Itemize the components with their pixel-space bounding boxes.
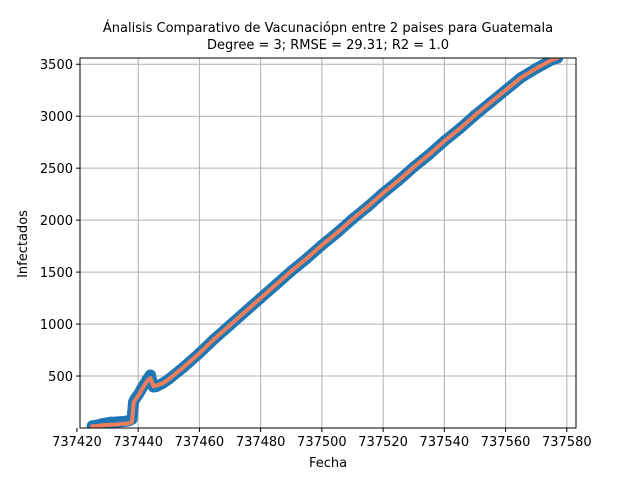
y-tick-label: 2500	[40, 162, 73, 177]
plot-frame	[79, 57, 577, 429]
x-tick-label: 737500	[297, 435, 347, 450]
x-tick-label: 737520	[358, 435, 408, 450]
x-tick-label: 737560	[481, 435, 531, 450]
x-tick-label: 737580	[542, 435, 592, 450]
grid-lines	[80, 58, 576, 428]
chart-subtitle: Degree = 3; RMSE = 29.31; R2 = 1.0	[207, 38, 449, 53]
axis-ticks: 737420 737440 737460 737480 737500 737520 7375…	[40, 58, 592, 450]
fitted-series-line	[90, 58, 560, 428]
x-tick-label: 737420	[52, 435, 102, 450]
y-tick-label: 1000	[40, 318, 73, 333]
x-tick-label: 737460	[175, 435, 225, 450]
x-tick-label: 737440	[113, 435, 163, 450]
y-tick-label: 500	[48, 370, 73, 385]
plot-area	[86, 58, 564, 428]
y-tick-label: 2000	[40, 214, 73, 229]
y-tick-label: 3500	[40, 58, 73, 73]
y-axis-title: Infectados	[16, 210, 31, 278]
chart-title: Ánalisis Comparativo de Vacunaciópn entr…	[103, 20, 553, 36]
x-axis-title: Fecha	[309, 456, 347, 471]
y-tick-label: 3000	[40, 110, 73, 125]
observed-point	[144, 369, 156, 381]
y-tick-label: 1500	[40, 266, 73, 281]
x-tick-label: 737480	[236, 435, 286, 450]
x-tick-label: 737540	[420, 435, 470, 450]
